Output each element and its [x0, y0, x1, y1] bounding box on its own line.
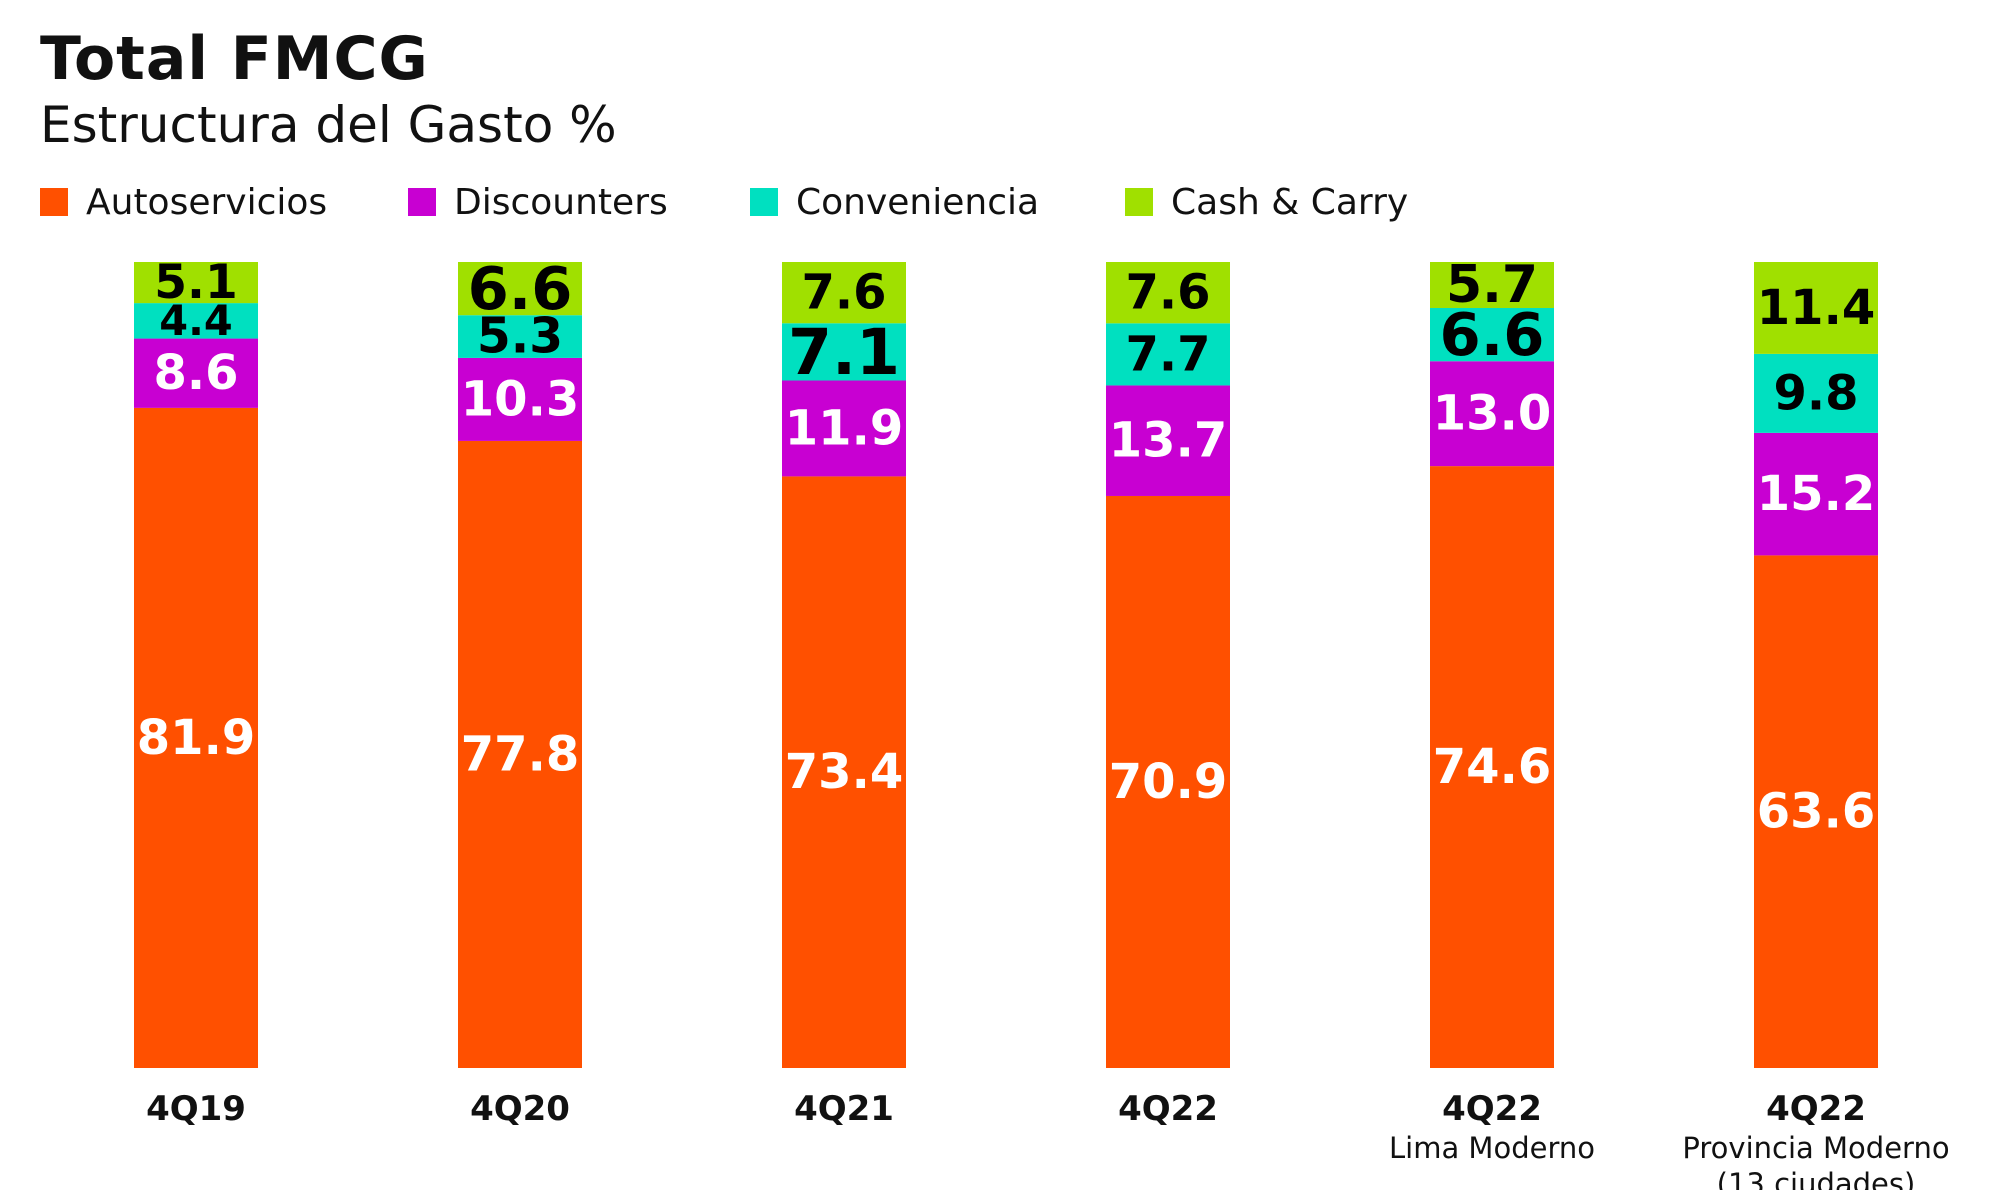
chart-subtitle: Estructura del Gasto % [40, 96, 617, 154]
data-label-autoservicios-6: 63.6 [1757, 784, 1875, 840]
x-tick-sublabel-6-1: Provincia Moderno [1682, 1131, 1949, 1165]
data-label-autoservicios-2: 77.8 [461, 726, 579, 782]
data-label-discounters-5: 13.0 [1433, 386, 1551, 442]
x-tick-label-4: 4Q22 [1118, 1089, 1218, 1129]
bar-group-3: 73.4 11.9 7.17.6 4Q21 [782, 262, 906, 1129]
bar-group-4: 70.9 13.7 7.77.6 4Q22 [1106, 262, 1230, 1129]
legend-label-cash-carry: Cash & Carry [1171, 181, 1409, 223]
data-label-cash-carry-2: 6.6 [468, 254, 573, 323]
legend-label-conveniencia: Conveniencia [796, 181, 1040, 223]
data-label-discounters-3: 11.9 [785, 400, 903, 456]
data-label-discounters-2: 10.3 [461, 371, 579, 427]
bar-segment-conveniencia-3 [782, 323, 906, 381]
bar-group-1: 81.9 8.64.45.1 4Q19 [134, 255, 258, 1129]
data-label-cash-carry-5: 5.7 [1446, 255, 1538, 315]
bar-segment-cash-carry-1 [134, 262, 258, 304]
data-label-autoservicios-4: 70.9 [1109, 754, 1227, 810]
bar-segment-discounters-3 [782, 380, 906, 477]
x-tick-label-5: 4Q22 [1442, 1089, 1542, 1129]
bar-segment-cash-carry-6 [1754, 262, 1878, 354]
bar-segment-autoservicios-5 [1430, 466, 1554, 1068]
bar-segment-autoservicios-6 [1754, 555, 1878, 1068]
bar-segment-discounters-6 [1754, 432, 1878, 556]
x-tick-label-3: 4Q21 [794, 1089, 894, 1129]
data-label-cash-carry-1: 5.1 [154, 255, 237, 310]
data-label-conveniencia-2: 5.3 [477, 309, 563, 365]
data-label-cash-carry-6: 11.4 [1757, 280, 1875, 336]
x-tick-label-6: 4Q22 [1766, 1089, 1866, 1129]
data-label-autoservicios-5: 74.6 [1433, 739, 1551, 795]
legend-swatch-conveniencia [750, 188, 778, 216]
bar-segment-discounters-2 [458, 357, 582, 441]
x-tick-label-1: 4Q19 [146, 1089, 246, 1129]
bar-segment-conveniencia-1 [134, 303, 258, 339]
bar-segment-discounters-4 [1106, 385, 1230, 496]
data-label-discounters-6: 15.2 [1757, 466, 1875, 522]
data-label-discounters-4: 13.7 [1109, 413, 1227, 469]
data-label-cash-carry-4: 7.6 [1125, 265, 1210, 321]
data-label-cash-carry-3: 7.6 [801, 265, 886, 321]
x-tick-sublabel-5-1: Lima Moderno [1389, 1131, 1595, 1165]
legend-item-conveniencia: Conveniencia [750, 178, 1039, 226]
bar-segment-cash-carry-4 [1106, 262, 1230, 324]
data-label-discounters-1: 8.6 [153, 345, 238, 401]
legend-item-cash-carry: Cash & Carry [1125, 178, 1408, 226]
bar-segment-autoservicios-2 [458, 440, 582, 1068]
bar-segment-conveniencia-5 [1430, 307, 1554, 362]
bar-segment-cash-carry-5 [1430, 262, 1554, 308]
data-label-conveniencia-4: 7.7 [1125, 326, 1210, 382]
legend-item-autoservicios: Autoservicios [40, 178, 327, 226]
data-label-autoservicios-3: 73.4 [785, 744, 903, 800]
data-label-conveniencia-3: 7.1 [788, 315, 900, 389]
bar-segment-cash-carry-3 [782, 262, 906, 324]
legend-swatch-autoservicios [40, 188, 68, 216]
data-label-conveniencia-5: 6.6 [1440, 300, 1545, 369]
legend-label-autoservicios: Autoservicios [86, 181, 328, 223]
bar-segment-autoservicios-1 [134, 407, 258, 1068]
bar-segment-conveniencia-2 [458, 315, 582, 358]
bar-segment-discounters-5 [1430, 361, 1554, 467]
bar-segment-discounters-1 [134, 338, 258, 408]
legend-label-discounters: Discounters [454, 181, 668, 223]
legend-swatch-cash-carry [1125, 188, 1153, 216]
x-tick-label-2: 4Q20 [470, 1089, 570, 1129]
bar-segment-conveniencia-4 [1106, 323, 1230, 386]
x-tick-sublabel-6-2: (13 ciudades) [1717, 1167, 1916, 1190]
legend-swatch-discounters [408, 188, 436, 216]
legend-item-discounters: Discounters [408, 178, 668, 226]
bar-segment-cash-carry-2 [458, 262, 582, 316]
data-label-conveniencia-6: 9.8 [1773, 365, 1858, 421]
bar-segment-autoservicios-4 [1106, 495, 1230, 1068]
bar-segment-conveniencia-6 [1754, 353, 1878, 433]
chart-title: Total FMCG [40, 24, 429, 94]
legend: Autoservicios Discounters Conveniencia C… [40, 178, 1940, 226]
bar-group-2: 77.8 10.3 5.36.6 4Q20 [458, 254, 582, 1129]
data-label-conveniencia-1: 4.4 [159, 297, 232, 345]
data-label-autoservicios-1: 81.9 [137, 710, 255, 766]
bar-segment-autoservicios-3 [782, 476, 906, 1068]
